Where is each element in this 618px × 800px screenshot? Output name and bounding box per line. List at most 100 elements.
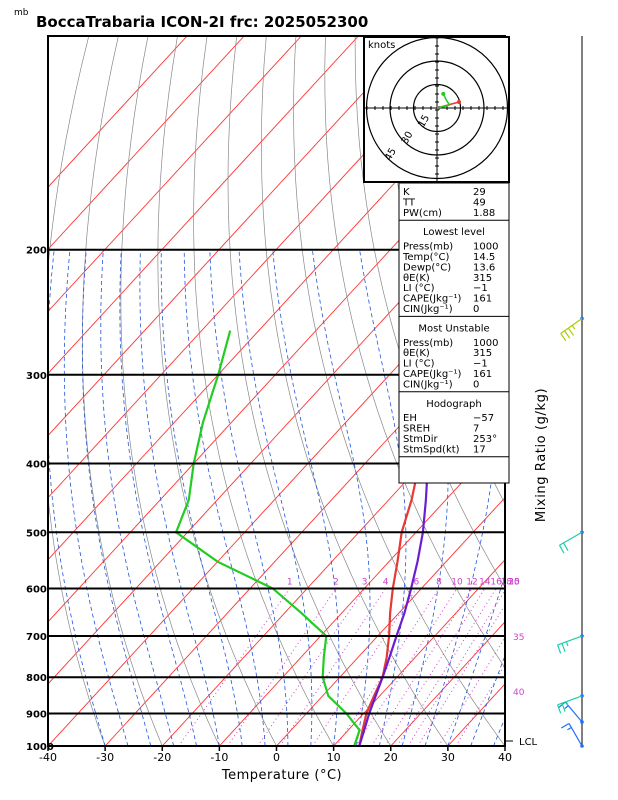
moist-adiabat: [493, 716, 505, 746]
hodograph-stats-label: StmDir: [403, 434, 438, 445]
wind-barb-flag: [561, 643, 566, 652]
wind-barb-shaft: [557, 695, 583, 706]
isotherm-line: [562, 36, 618, 746]
mixing-ratio-label: 12: [466, 577, 477, 587]
y-tick-label: 200: [26, 246, 47, 257]
y-tick-label: 600: [26, 584, 47, 595]
mixing-ratio-label: 25: [508, 577, 519, 587]
mixing-ratio-label: 6: [414, 577, 420, 587]
hodograph-plot: [364, 37, 509, 182]
wind-barb-half-flag: [571, 325, 576, 330]
mixing-ratio-line: [178, 588, 291, 746]
most-unstable-label: LI (°C): [403, 359, 435, 370]
moist-adiabat: [312, 249, 371, 746]
mixing-ratio-line: [417, 604, 505, 746]
wind-barb-flag: [560, 722, 570, 729]
wind-barb-flag: [557, 704, 562, 714]
lowest-level-value: −1: [473, 283, 488, 294]
mixing-ratio-line: [279, 588, 387, 746]
dry-adiabat: [293, 36, 505, 746]
most-unstable-label: CIN(Jkg⁻¹): [403, 379, 453, 390]
x-tick-label: -40: [39, 751, 57, 764]
mixing-ratio-line: [407, 589, 505, 746]
dry-adiabat: [324, 36, 505, 669]
most-unstable-label: CAPE(Jkg⁻¹): [403, 369, 461, 380]
x-tick-label: -10: [210, 751, 228, 764]
hodograph-stats-value: 7: [473, 424, 479, 435]
isotherm-line: [48, 36, 416, 437]
moist-adiabat: [183, 249, 266, 746]
mixing-ratio-line: [355, 588, 458, 746]
isotherm-line: [48, 36, 359, 375]
lowest-level-label: Temp(°C): [402, 252, 450, 263]
x-tick-label: -20: [153, 751, 171, 764]
mixing-ratio-line: [455, 663, 505, 746]
lowest-level-label: CIN(Jkg⁻¹): [403, 304, 453, 315]
lowest-level-label: LI (°C): [403, 283, 435, 294]
isotherm-line: [48, 36, 188, 188]
y-tick-label: 300: [26, 371, 47, 382]
dry-adiabat: [354, 36, 505, 589]
dry-adiabat: [120, 36, 220, 746]
hodograph-stats-value: −57: [473, 413, 494, 424]
stats-box: [398, 182, 510, 484]
wind-barb: [557, 694, 584, 714]
isotherm-line: [276, 496, 505, 746]
lowest-level-value: 161: [473, 294, 492, 305]
moist-adiabat: [272, 249, 340, 746]
lowest-level-heading: Lowest level: [423, 227, 485, 238]
lowest-level-label: CAPE(Jkg⁻¹): [403, 294, 461, 305]
isotherm-line: [48, 36, 245, 250]
mixing-ratio-line: [396, 588, 497, 746]
hodograph-stats-label: StmSpd(kt): [403, 444, 460, 455]
wind-barb-shaft: [557, 635, 583, 646]
mixing-ratio-axis-label: Mixing Ratio (g/kg): [534, 388, 549, 522]
unit-mb: mb: [14, 8, 29, 18]
y-tick-label: 700: [26, 632, 47, 643]
mixing-ratio-label: 10: [451, 577, 463, 587]
dry-adiabat: [48, 36, 106, 746]
hodograph-ring-label: 45: [383, 146, 399, 163]
wind-barb-flag: [558, 544, 565, 554]
mixing-ratio-label: 14: [479, 577, 491, 587]
hodograph-stats-value: 253°: [473, 434, 497, 445]
index-label: PW(cm): [403, 208, 442, 219]
wind-barb-half-flag: [565, 641, 569, 647]
wind-barb-flag: [564, 330, 571, 339]
y-tick-label: 800: [26, 673, 47, 684]
wind-barb-flag: [567, 327, 575, 336]
index-value: 1.88: [473, 208, 495, 219]
index-value: 29: [473, 187, 486, 198]
lowest-level-value: 315: [473, 273, 492, 284]
wind-barb: [557, 634, 584, 654]
y-tick-label: 1000: [26, 742, 54, 753]
mixing-ratio-label: 2: [333, 577, 339, 587]
right-number: 35: [513, 633, 524, 643]
wind-barb-half-flag: [567, 727, 572, 731]
y-tick-label: 900: [26, 710, 47, 721]
most-unstable-label: Press(mb): [403, 338, 453, 349]
most-unstable-heading: Most Unstable: [418, 323, 489, 334]
y-tick-label: 500: [26, 528, 47, 539]
moist-adiabat: [209, 249, 289, 746]
isotherm-line: [390, 621, 505, 746]
dry-adiabat: [157, 36, 277, 746]
moist-adiabat: [359, 249, 407, 746]
mixing-ratio-label: 16: [490, 577, 502, 587]
wind-barb-half-flag: [565, 701, 569, 707]
hodograph-end-point: [441, 91, 446, 96]
wind-barb-shaft: [559, 531, 583, 546]
index-label: TT: [402, 197, 416, 208]
isotherm-line: [219, 434, 505, 746]
lcl-label: LCL: [519, 737, 538, 748]
x-tick-label: 30: [441, 751, 455, 764]
wind-barb-shaft: [568, 723, 583, 747]
lowest-level-label: Dewp(°C): [403, 262, 451, 273]
hodograph-stats-heading: Hodograph: [426, 399, 481, 410]
hodograph-stats-label: SREH: [403, 424, 430, 435]
wind-barb-flag: [560, 333, 567, 342]
most-unstable-value: 315: [473, 348, 492, 359]
mixing-ratio-label: 20: [508, 577, 520, 587]
mixing-ratio-label: 3: [362, 577, 368, 587]
